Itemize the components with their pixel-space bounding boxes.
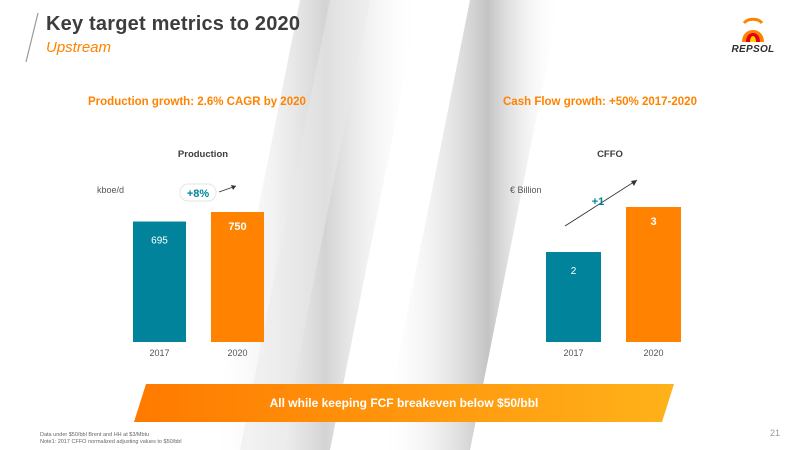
title-slash-decoration bbox=[25, 12, 39, 63]
bar-value-label: 695 bbox=[151, 236, 168, 247]
x-tick-label: 2017 bbox=[563, 348, 583, 358]
logo-wordmark: REPSOL bbox=[731, 44, 775, 55]
page-number: 21 bbox=[770, 428, 781, 438]
page-subtitle: Upstream bbox=[46, 39, 112, 56]
brand-logo: REPSOL bbox=[726, 14, 780, 62]
growth-annotation-label: +8% bbox=[187, 188, 210, 200]
bar-2020 bbox=[211, 212, 264, 342]
bar-2017 bbox=[546, 252, 601, 342]
growth-annotation-label: +1 bbox=[592, 196, 605, 208]
cffo-chart: CFFO € Billion +1 2 2017 3 2020 bbox=[510, 149, 681, 358]
growth-annotation: +1 bbox=[564, 179, 638, 227]
footnotes: Data under $50/bbl Brent and HH at $3/Mb… bbox=[40, 432, 182, 446]
cashflow-headline: Cash Flow growth: +50% 2017-2020 bbox=[503, 96, 697, 108]
footnote-line: Note1: 2017 CFFO normalized adjusting va… bbox=[40, 439, 182, 445]
footer-banner bbox=[134, 384, 674, 422]
bar-value-label: 3 bbox=[650, 216, 656, 228]
page-title: Key target metrics to 2020 bbox=[46, 13, 301, 35]
x-tick-label: 2020 bbox=[227, 348, 247, 358]
bar-value-label: 2 bbox=[571, 266, 577, 277]
x-tick-label: 2020 bbox=[643, 348, 663, 358]
y-axis-unit-label: € Billion bbox=[510, 185, 542, 195]
footnote-line: Data under $50/bbl Brent and HH at $3/Mb… bbox=[40, 432, 150, 438]
production-chart: Production kboe/d +8% 695 2017 750 2020 bbox=[97, 149, 264, 358]
bar-2020 bbox=[626, 207, 681, 342]
x-tick-label: 2017 bbox=[149, 348, 169, 358]
logo-symbol-icon bbox=[742, 17, 764, 42]
growth-annotation: +8% bbox=[179, 183, 237, 202]
bar-2017 bbox=[133, 221, 186, 342]
chart-title: CFFO bbox=[597, 149, 623, 160]
y-axis-unit-label: kboe/d bbox=[97, 185, 124, 195]
chart-title: Production bbox=[178, 149, 228, 160]
bar-value-label: 750 bbox=[228, 221, 246, 233]
production-headline: Production growth: 2.6% CAGR by 2020 bbox=[88, 96, 306, 108]
banner-text: All while keeping FCF breakeven below $5… bbox=[269, 396, 539, 410]
